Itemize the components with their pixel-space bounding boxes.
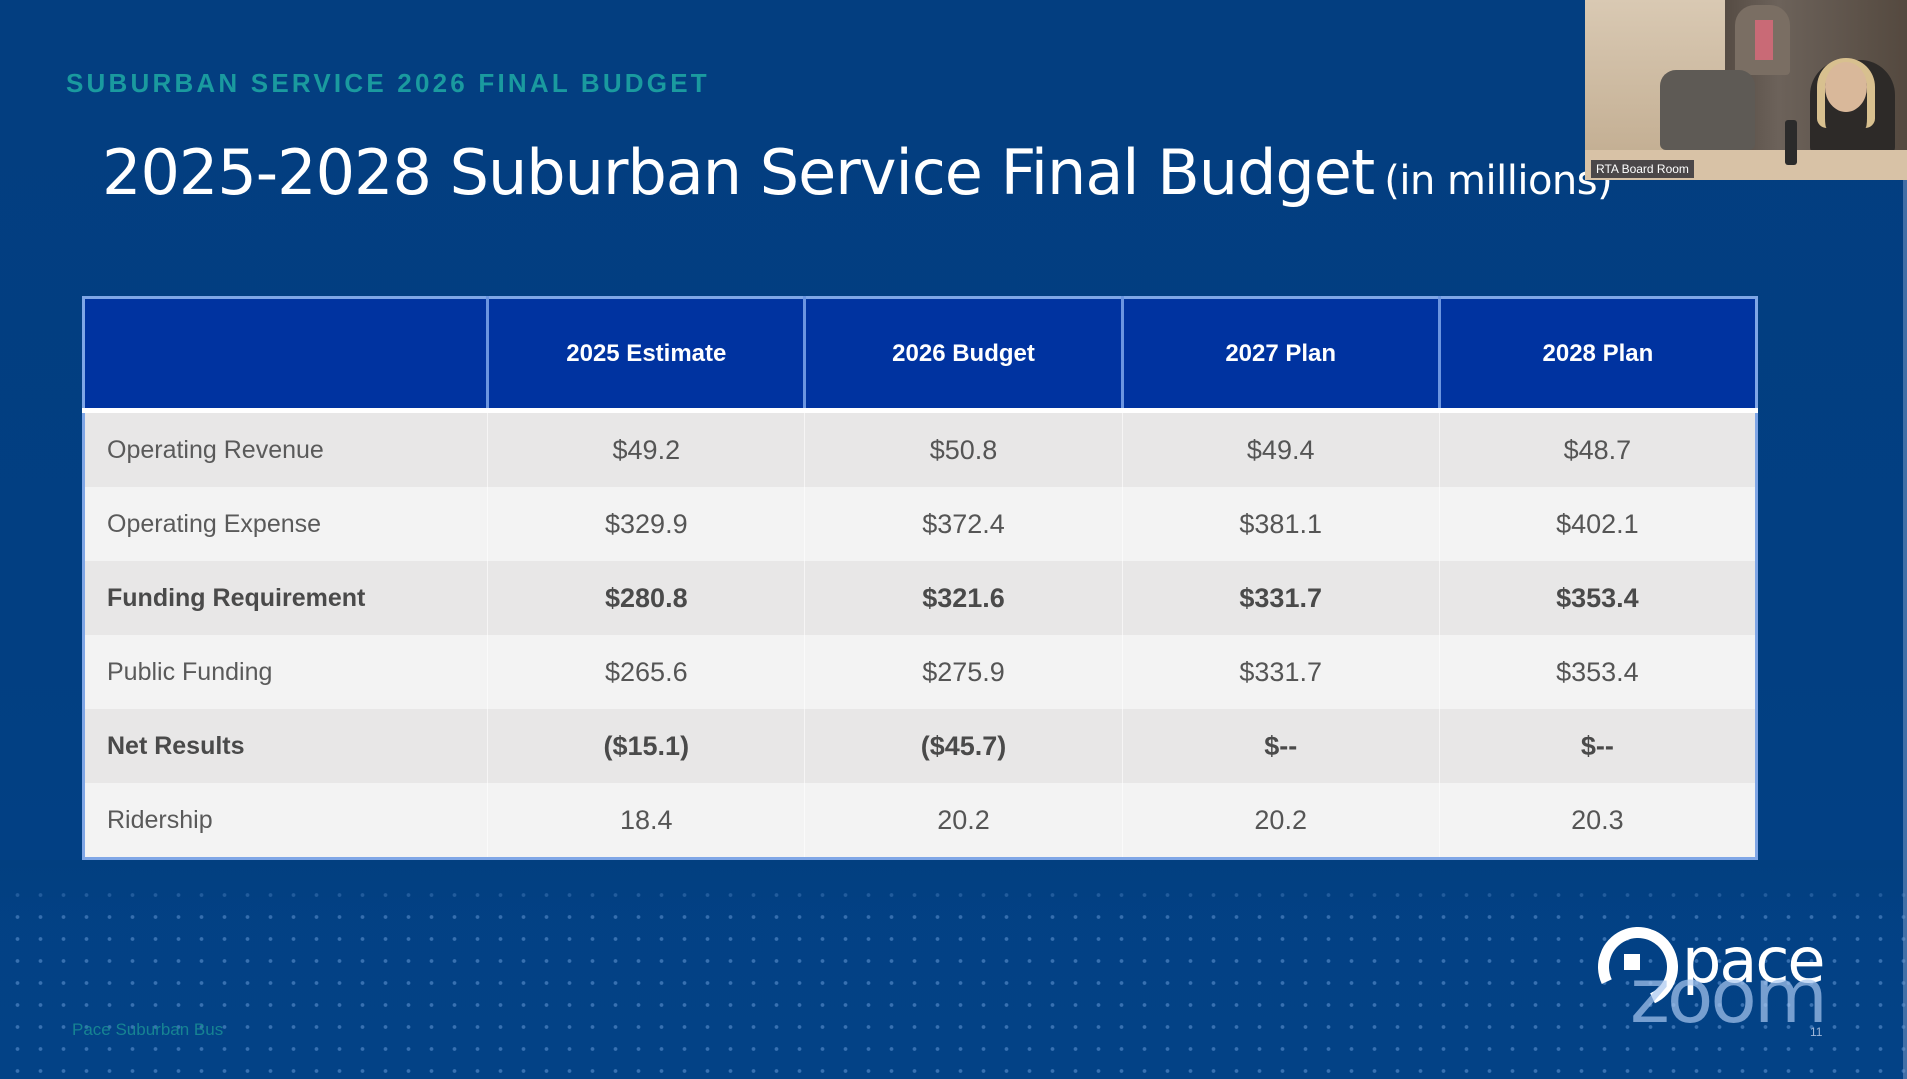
slide-title-suffix: (in millions)	[1384, 158, 1613, 204]
video-bottle	[1785, 120, 1797, 165]
row-label: Funding Requirement	[83, 561, 488, 635]
row-label: Operating Expense	[83, 487, 488, 561]
row-label: Operating Revenue	[83, 410, 488, 487]
table-header-2028: 2028 Plan	[1437, 297, 1757, 411]
table-cell: $353.4	[1438, 635, 1757, 709]
table-row-operating-expense: Operating Expense $329.9 $372.4 $381.1 $…	[83, 487, 1757, 561]
table-header-blank	[83, 297, 488, 411]
participant-video-tile[interactable]: RTA Board Room	[1585, 0, 1907, 180]
table-cell: $49.4	[1121, 410, 1440, 487]
table-cell-negative: ($15.1)	[487, 709, 805, 783]
slide-number: 11	[1810, 1025, 1823, 1039]
slide-title-main: 2025-2028 Suburban Service Final Budget	[102, 136, 1375, 209]
video-speaker-head	[1825, 62, 1867, 112]
slide-title: 2025-2028 Suburban Service Final Budget(…	[102, 136, 1613, 209]
table-row-funding-requirement: Funding Requirement $280.8 $321.6 $331.7…	[83, 561, 1757, 635]
row-label: Net Results	[83, 709, 488, 783]
row-label: Public Funding	[83, 635, 488, 709]
slide-eyebrow: SUBURBAN SERVICE 2026 FINAL BUDGET	[66, 68, 710, 98]
table-header-2025: 2025 Estimate	[486, 297, 805, 411]
table-cell: $372.4	[804, 487, 1123, 561]
table-cell: $49.2	[487, 410, 805, 487]
row-label: Ridership	[83, 783, 488, 859]
table-row-ridership: Ridership 18.4 20.2 20.2 20.3	[83, 783, 1757, 859]
table-cell: $48.7	[1438, 410, 1757, 487]
dot-pattern-fade	[0, 860, 1907, 920]
screen-share-border	[1903, 180, 1907, 1079]
slide-footer: Pace Suburban Bus	[72, 1020, 224, 1039]
zoom-watermark: zoom	[1630, 951, 1828, 1040]
table-header-row: 2025 Estimate 2026 Budget 2027 Plan 2028…	[83, 297, 1757, 411]
table-cell: $--	[1438, 709, 1757, 783]
video-person-shirt	[1755, 20, 1773, 60]
table-cell: $50.8	[804, 410, 1123, 487]
table-row-public-funding: Public Funding $265.6 $275.9 $331.7 $353…	[83, 635, 1757, 709]
table-cell: 20.3	[1438, 783, 1757, 859]
table-cell: $--	[1121, 709, 1440, 783]
video-participant-label: RTA Board Room	[1591, 160, 1694, 178]
table-cell: $381.1	[1121, 487, 1440, 561]
pace-logo-wordmark: pace	[1682, 924, 1826, 997]
table-cell: $353.4	[1438, 561, 1757, 635]
table-cell: $265.6	[487, 635, 805, 709]
table-header-2027: 2027 Plan	[1120, 297, 1440, 411]
video-chair	[1660, 70, 1755, 150]
table-row-operating-revenue: Operating Revenue $49.2 $50.8 $49.4 $48.…	[83, 410, 1757, 487]
table-cell: $331.7	[1121, 635, 1440, 709]
table-cell: $329.9	[487, 487, 805, 561]
table-cell: 20.2	[1121, 783, 1440, 859]
table-header-2026: 2026 Budget	[803, 297, 1123, 411]
table-cell: 18.4	[487, 783, 805, 859]
table-cell: $321.6	[804, 561, 1123, 635]
table-cell: $275.9	[804, 635, 1123, 709]
table-cell: $402.1	[1438, 487, 1757, 561]
pace-logo: pace	[1586, 915, 1848, 1032]
table-cell: 20.2	[804, 783, 1123, 859]
budget-table: 2025 Estimate 2026 Budget 2027 Plan 2028…	[82, 296, 1758, 860]
table-row-net-results: Net Results ($15.1) ($45.7) $-- $--	[83, 709, 1757, 783]
table-cell-negative: ($45.7)	[804, 709, 1123, 783]
pace-logo-square-icon	[1624, 954, 1640, 970]
table-cell: $280.8	[487, 561, 805, 635]
table-cell: $331.7	[1121, 561, 1440, 635]
